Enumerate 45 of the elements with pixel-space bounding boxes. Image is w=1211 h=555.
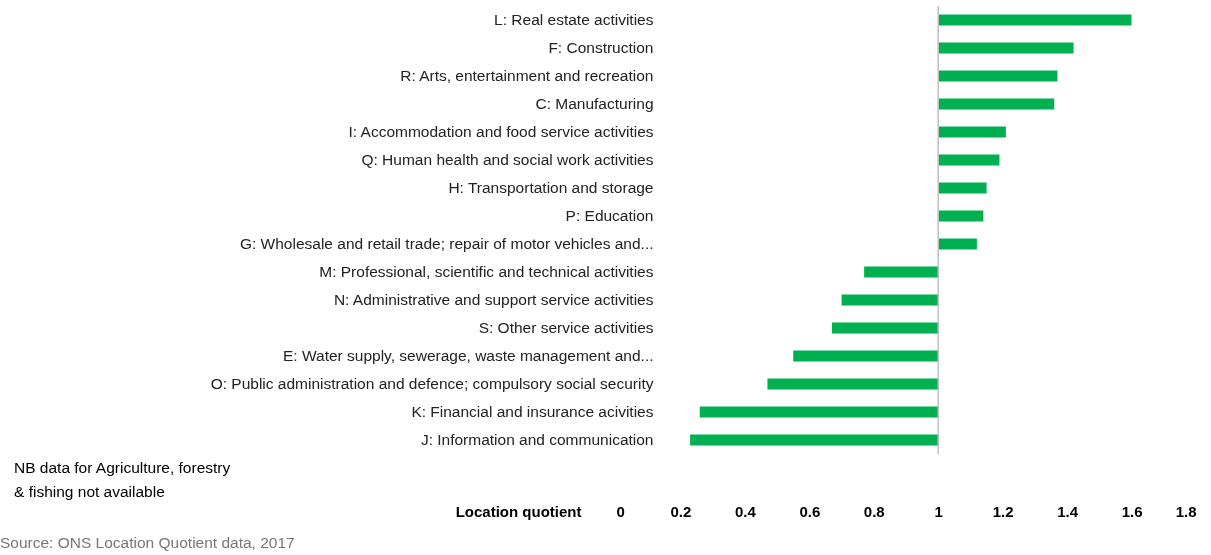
text: NB data for Agriculture, forestry & fishing not available	[14, 459, 231, 500]
bar	[938, 14, 1132, 26]
x-tick-label: 0	[616, 502, 625, 520]
bar	[938, 182, 987, 194]
bar	[938, 42, 1074, 54]
x-tick-label: 0.4	[734, 502, 757, 520]
bar	[767, 378, 939, 390]
x-tick-label: 0.2	[670, 502, 692, 520]
y-tick-label: S: Other service activities	[478, 319, 654, 336]
bar	[831, 322, 939, 334]
bar	[938, 70, 1058, 82]
y-tick-label: L: Real estate activities	[494, 11, 654, 28]
bar	[938, 154, 1000, 166]
y-tick-label: Q: Human health and social work activities	[361, 151, 654, 168]
source-note: Source: ONS Location Quotient data, 2017	[0, 534, 295, 551]
y-tick-label: C: Manufacturing	[535, 95, 654, 112]
bar	[938, 210, 984, 222]
bar	[699, 406, 939, 418]
bar	[938, 126, 1006, 138]
y-tick-label: P: Education	[565, 207, 654, 224]
bar	[938, 238, 977, 250]
x-tick-label: 1.2	[992, 502, 1014, 520]
y-tick-label: J: Information and communication	[420, 431, 654, 448]
y-tick-label: N: Administrative and support service activities	[333, 291, 654, 308]
bar	[690, 434, 939, 446]
y-tick-label: H: Transportation and storage	[448, 179, 654, 196]
bar	[938, 98, 1055, 110]
x-tick-label: 1	[934, 502, 943, 520]
bar	[793, 350, 939, 362]
x-tick-label: 1.6	[1121, 502, 1143, 520]
y-tick-label: F: Construction	[548, 39, 654, 56]
bar	[864, 266, 939, 278]
y-tick-label: O: Public administration and defence; compulsory social security	[210, 375, 654, 392]
y-tick-label: I: Accommodation and food service activities	[348, 123, 654, 140]
bar	[841, 294, 939, 306]
x-tick-label: 0.6	[799, 502, 821, 520]
x-tick-label: 1.4	[1057, 502, 1079, 520]
y-tick-label: E: Water supply, sewerage, waste management and...	[283, 347, 654, 364]
x-tick-label: 1.8	[1175, 502, 1197, 520]
x-tick-label: 0.8	[863, 502, 885, 520]
y-tick-label: M: Professional, scientific and technical activities	[319, 263, 654, 280]
y-tick-label: R: Arts, entertainment and recreation	[400, 67, 654, 84]
y-tick-label: K: Financial and insurance acivities	[411, 403, 654, 420]
y-tick-label: G: Wholesale and retail trade; repair of motor vehicles and...	[239, 235, 654, 252]
x-axis-title: Location quotient	[455, 502, 582, 520]
